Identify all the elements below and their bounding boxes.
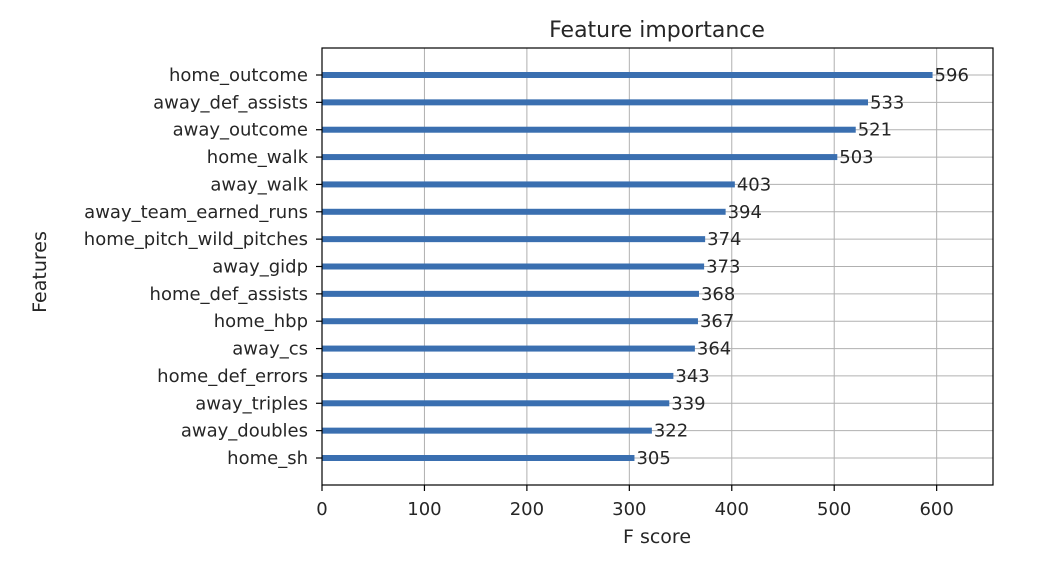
bar-away-def-assists (322, 99, 869, 106)
bar-value-label: 322 (654, 421, 688, 442)
y-tick-label: away_team_earned_runs (84, 202, 308, 223)
bar-home-def-assists (322, 290, 699, 297)
bar-home-sh (322, 455, 635, 461)
y-tick-label: home_walk (207, 147, 309, 168)
bar-value-label: 394 (728, 202, 762, 223)
bar-value-label: 367 (700, 311, 734, 332)
bar-value-label: 521 (858, 120, 892, 141)
bar-home-pitch-wild-pitches (322, 236, 706, 243)
y-tick-label: away_gidp (212, 257, 308, 278)
bar-value-label: 368 (701, 284, 735, 305)
y-axis-label: Features (29, 231, 51, 313)
bar-value-label: 364 (697, 339, 731, 360)
x-tick-label: 0 (316, 499, 327, 520)
y-tick-label: home_def_assists (150, 284, 308, 305)
bar-home-walk (322, 154, 838, 161)
y-tick-label: home_def_errors (157, 366, 308, 387)
bars: 596 533 521 503 403 394 374 373 368 367 364 343 339 3… (322, 65, 969, 469)
x-tick-label: 500 (817, 499, 851, 520)
bar-value-label: 373 (706, 257, 740, 278)
y-axis-ticks: home_outcome away_def_assists away_outcome… (84, 65, 322, 469)
x-tick-label: 300 (612, 499, 646, 520)
y-tick-label: away_def_assists (153, 92, 308, 113)
bar-away-outcome (322, 126, 856, 133)
bar-value-label: 374 (707, 229, 741, 250)
bar-value-label: 596 (935, 65, 969, 86)
y-tick-label: away_cs (232, 339, 308, 360)
bar-away-team-earned-runs (322, 208, 726, 215)
bar-value-label: 533 (870, 92, 904, 113)
bar-home-def-errors (322, 372, 674, 379)
x-tick-label: 400 (715, 499, 749, 520)
bar-away-cs (322, 345, 695, 352)
x-axis-label: F score (623, 526, 691, 548)
bar-value-label: 503 (839, 147, 873, 168)
bar-away-doubles (322, 427, 652, 434)
x-tick-label: 600 (919, 499, 953, 520)
x-tick-label: 100 (407, 499, 441, 520)
y-tick-label: away_walk (210, 174, 308, 195)
y-tick-label: away_doubles (181, 421, 308, 442)
bar-value-label: 305 (636, 448, 670, 469)
y-tick-label: away_outcome (173, 120, 308, 141)
y-tick-label: home_outcome (169, 65, 308, 86)
bar-value-label: 403 (737, 174, 771, 195)
chart-title: Feature importance (549, 18, 765, 43)
bar-away-gidp (322, 263, 705, 270)
bar-home-outcome (322, 72, 933, 78)
bar-value-label: 343 (675, 366, 709, 387)
bar-home-hbp (322, 318, 698, 325)
bar-value-label: 339 (671, 393, 705, 414)
y-tick-label: home_hbp (214, 311, 308, 332)
bar-away-walk (322, 181, 735, 188)
y-tick-label: home_sh (227, 448, 308, 469)
y-tick-label: home_pitch_wild_pitches (84, 229, 308, 250)
x-axis-ticks: 0 100 200 300 400 500 600 (316, 485, 954, 520)
y-tick-label: away_triples (195, 393, 308, 414)
bar-away-triples (322, 400, 670, 407)
x-tick-label: 200 (510, 499, 544, 520)
